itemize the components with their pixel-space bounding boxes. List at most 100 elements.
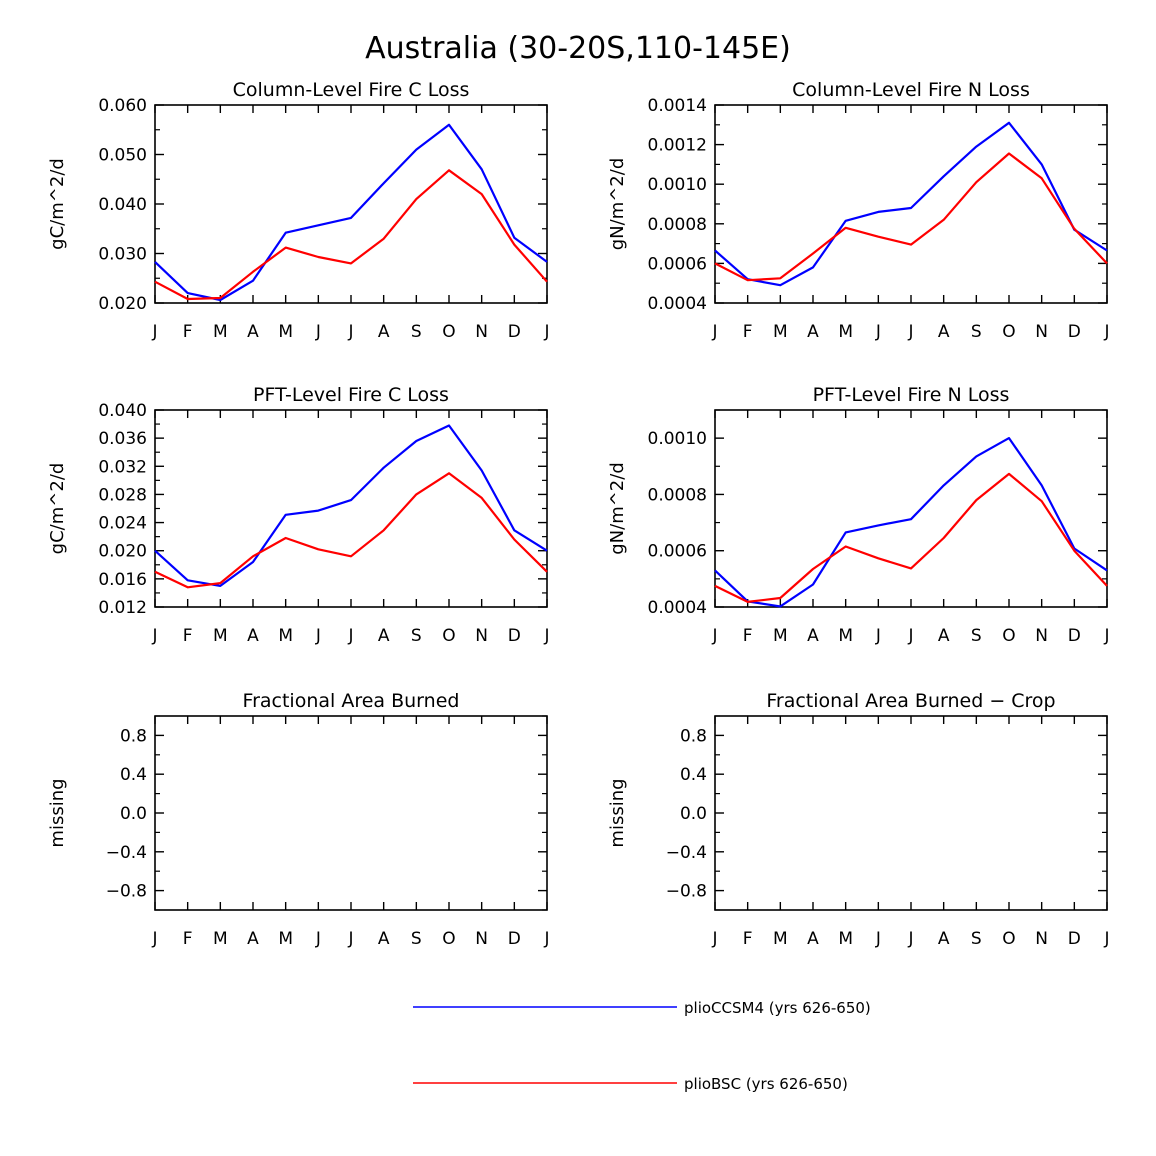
y-tick-label: 0.0 [680,804,707,824]
x-tick-label: M [773,626,788,646]
y-tick-label: 0.020 [98,542,147,562]
x-tick-label: M [213,626,228,646]
x-tick-label: J [543,626,549,646]
x-tick-label: J [711,322,717,342]
x-tick-label: J [347,929,353,949]
x-tick-label: D [1068,626,1081,646]
series-line-pliocccsm4 [714,437,1108,608]
series-line-pliocccsm4 [154,424,548,588]
panel-title: PFT-Level Fire C Loss [253,384,449,406]
x-tick-label: A [807,929,819,949]
y-tick-label: 0.012 [98,598,147,618]
x-tick-label: O [442,322,455,342]
x-tick-label: J [875,322,881,342]
x-tick-label: J [543,929,549,949]
x-tick-label: M [773,929,788,949]
y-tick-label: 0.020 [98,294,147,314]
plot-frame [714,715,1108,911]
y-axis-label: missing [47,778,68,847]
x-tick-label: F [183,626,193,646]
x-tick-label: D [508,929,521,949]
x-tick-label: J [711,929,717,949]
y-tick-label: 0.030 [98,245,147,265]
x-tick-label: O [1002,322,1015,342]
x-tick-label: M [838,322,853,342]
y-tick-label: 0.036 [98,429,147,449]
x-tick-label: N [475,929,488,949]
x-tick-label: S [411,322,422,342]
y-tick-label: 0.024 [98,514,147,534]
x-tick-label: D [1068,322,1081,342]
y-tick-label: 0.8 [680,726,707,746]
x-tick-label: J [1103,626,1109,646]
panel-title: Fractional Area Burned [243,690,460,712]
plot-frame [154,409,548,608]
y-tick-label: 0.016 [98,570,147,590]
panel-title: PFT-Level Fire N Loss [813,384,1010,406]
x-tick-label: A [807,626,819,646]
panel-title: Column-Level Fire N Loss [792,79,1030,101]
y-tick-label: 0.0014 [648,96,707,116]
x-tick-label: A [938,322,950,342]
y-tick-label: −0.4 [106,843,147,863]
y-tick-label: −0.8 [106,882,147,902]
series-line-pliobsc [154,472,548,589]
x-tick-label: M [773,322,788,342]
x-tick-label: J [875,929,881,949]
y-tick-label: 0.040 [98,401,147,421]
legend: plioCCSM4 (yrs 626-650) plioBSC (yrs 626-… [413,999,871,1093]
y-tick-label: −0.8 [666,882,707,902]
x-tick-label: J [347,626,353,646]
x-tick-label: A [938,929,950,949]
x-tick-label: A [378,929,390,949]
x-tick-label: M [213,929,228,949]
y-axis-label: gC/m^2/d [47,463,68,555]
y-tick-label: 0.0012 [648,136,707,156]
y-tick-label: 0.8 [120,726,147,746]
y-tick-label: −0.4 [666,843,707,863]
series-line-pliocccsm4 [714,121,1108,287]
series-line-pliobsc [714,152,1108,282]
x-tick-label: A [247,929,259,949]
x-tick-label: O [442,929,455,949]
x-tick-label: J [151,626,157,646]
y-tick-label: 0.0 [120,804,147,824]
x-tick-label: J [347,322,353,342]
x-tick-label: F [743,322,753,342]
y-axis-label: gN/m^2/d [607,158,628,251]
x-tick-label: O [1002,929,1015,949]
legend-label: plioBSC (yrs 626-650) [684,1075,848,1093]
x-tick-label: S [971,322,982,342]
x-tick-label: J [711,626,717,646]
x-tick-label: J [907,626,913,646]
x-tick-label: J [315,626,321,646]
x-tick-label: J [151,929,157,949]
x-tick-label: A [378,626,390,646]
y-tick-label: 0.0008 [648,215,707,235]
y-tick-label: 0.0008 [648,485,707,505]
x-tick-label: O [1002,626,1015,646]
y-tick-label: 0.0004 [648,598,707,618]
y-tick-label: 0.0006 [648,254,707,274]
y-tick-label: 0.028 [98,485,147,505]
x-tick-label: M [838,626,853,646]
x-tick-label: F [183,929,193,949]
x-tick-label: N [475,322,488,342]
x-tick-label: D [508,626,521,646]
x-tick-label: F [743,626,753,646]
x-tick-label: A [247,626,259,646]
legend-label: plioCCSM4 (yrs 626-650) [684,999,871,1017]
x-tick-label: O [442,626,455,646]
panel-title: Column-Level Fire C Loss [233,79,470,101]
y-tick-label: 0.0010 [648,175,707,195]
x-tick-label: J [1103,322,1109,342]
y-tick-label: 0.060 [98,96,147,116]
y-tick-label: 0.050 [98,146,147,166]
y-axis-label: gC/m^2/d [47,158,68,250]
plot-frame [154,715,548,911]
y-tick-label: 0.0010 [648,429,707,449]
x-tick-label: J [543,322,549,342]
